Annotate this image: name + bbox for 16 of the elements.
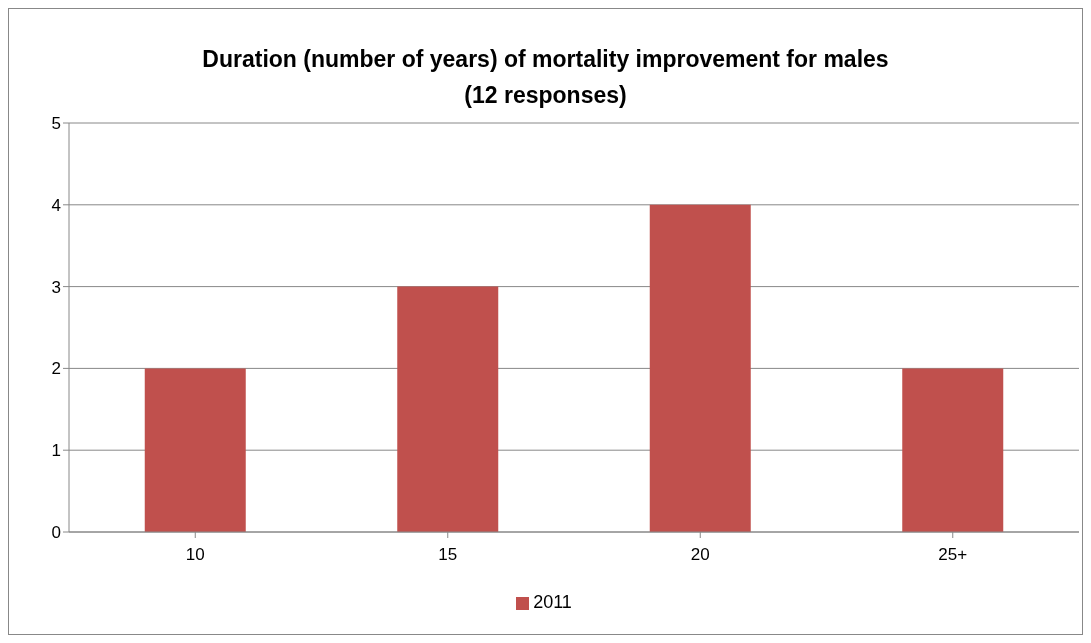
x-tick-label: 25+ xyxy=(938,545,968,565)
y-tick-label: 3 xyxy=(51,277,61,297)
bar xyxy=(902,368,1004,532)
legend-label: 2011 xyxy=(533,592,572,612)
bar xyxy=(649,204,751,532)
x-tick-label: 20 xyxy=(690,545,710,565)
y-tick-label: 0 xyxy=(51,523,61,543)
x-tick-label: 10 xyxy=(185,545,205,565)
y-tick-label: 4 xyxy=(51,195,61,215)
y-tick-label: 1 xyxy=(51,441,61,461)
x-tick-label: 15 xyxy=(438,545,458,565)
chart-title: Duration (number of years) of mortality improvement for males (12 responses) xyxy=(201,45,890,110)
y-tick-label: 5 xyxy=(51,114,61,134)
y-tick-label: 2 xyxy=(51,359,61,379)
bar xyxy=(144,368,246,532)
bar xyxy=(397,286,499,532)
